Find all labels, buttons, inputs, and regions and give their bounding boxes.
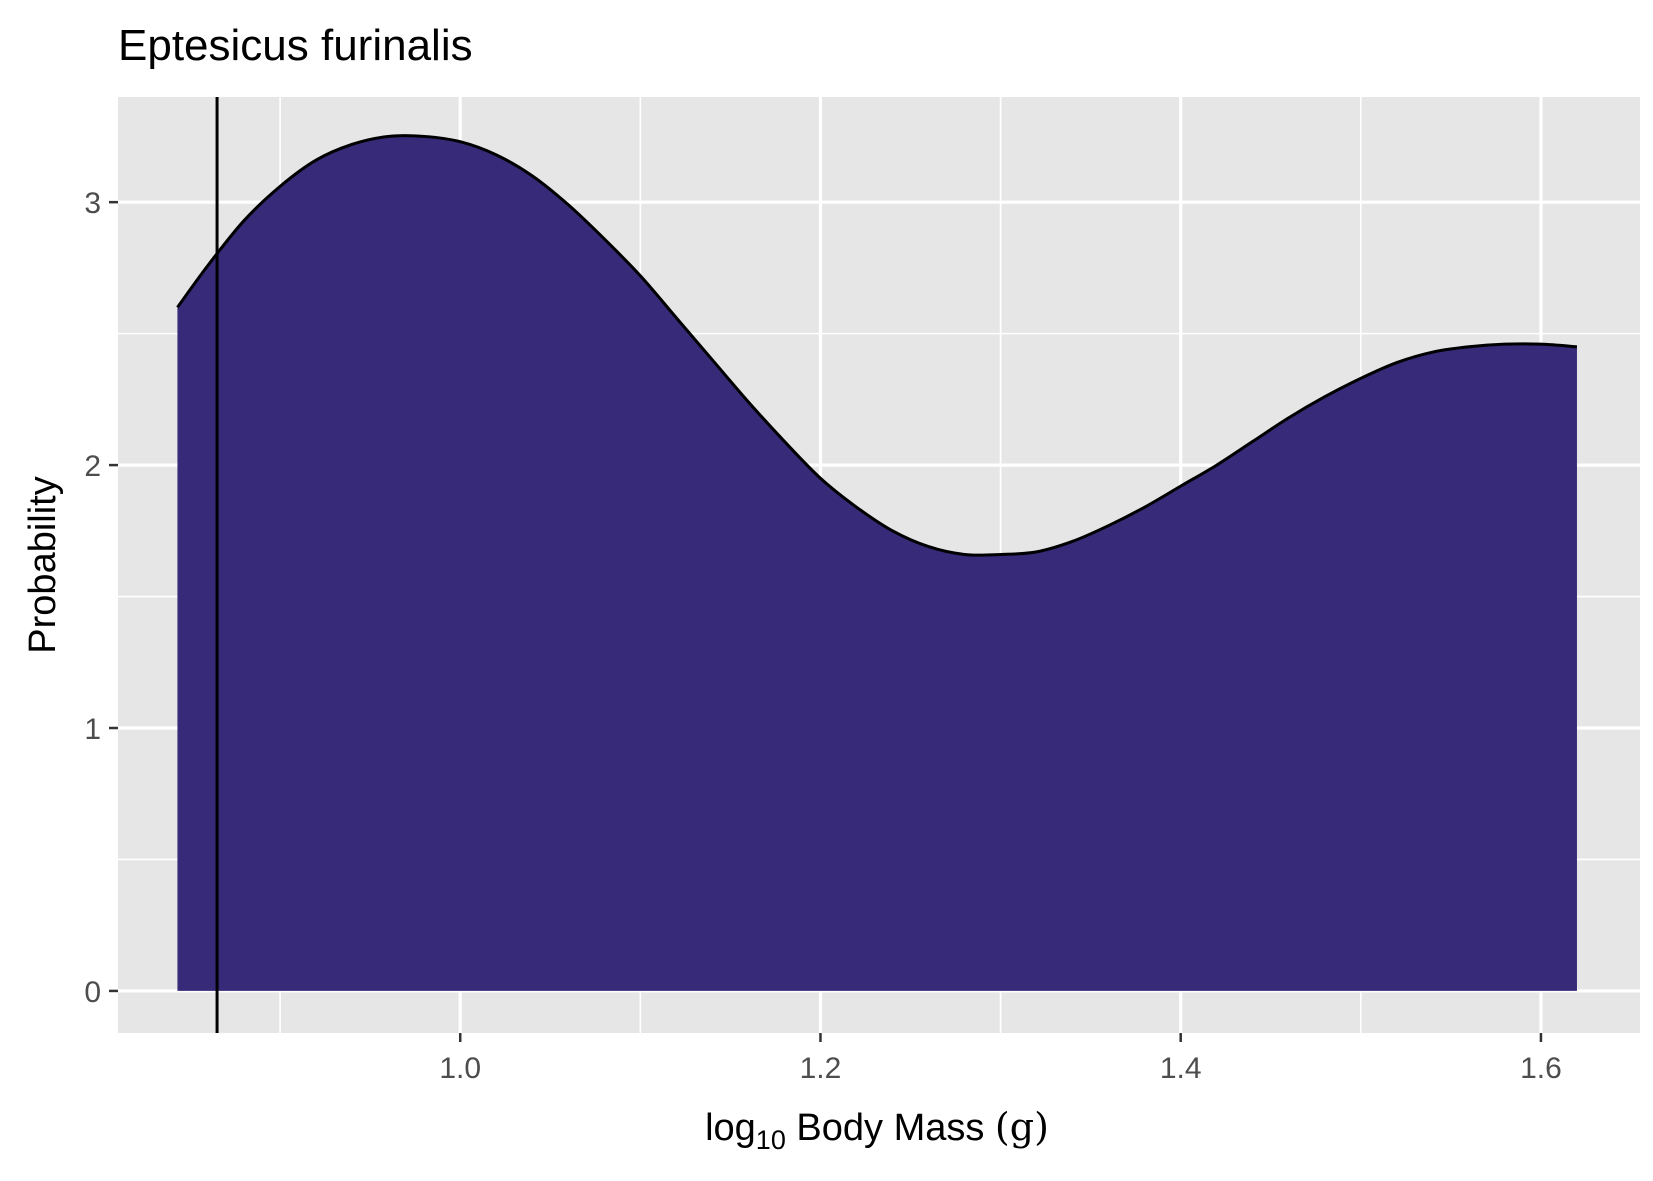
density-curve bbox=[176, 134, 1578, 557]
x-axis-title-unit: (g) bbox=[995, 1105, 1049, 1149]
x-tick-label: 1.4 bbox=[1160, 1052, 1202, 1085]
y-tick-label: 0 bbox=[84, 976, 101, 1009]
y-tick-label: 1 bbox=[84, 713, 101, 746]
x-tick-label: 1.0 bbox=[439, 1052, 481, 1085]
chart-title: Eptesicus furinalis bbox=[118, 21, 473, 70]
x-axis-title-prefix: log bbox=[705, 1107, 756, 1149]
y-tick-label: 2 bbox=[84, 450, 101, 483]
x-tick-label: 1.6 bbox=[1520, 1052, 1562, 1085]
x-axis-title-subscript: 10 bbox=[756, 1125, 786, 1155]
density-area bbox=[177, 135, 1577, 991]
y-axis: 0 1 2 3 bbox=[84, 187, 118, 1009]
x-axis: 1.0 1.2 1.4 1.6 bbox=[439, 1033, 1562, 1085]
x-axis-title-rest: Body Mass bbox=[786, 1107, 995, 1149]
y-axis-title: Probability bbox=[22, 476, 64, 653]
x-tick-label: 1.2 bbox=[800, 1052, 842, 1085]
x-axis-title: log10 Body Mass (g) bbox=[705, 1105, 1049, 1155]
y-tick-label: 3 bbox=[84, 187, 101, 220]
